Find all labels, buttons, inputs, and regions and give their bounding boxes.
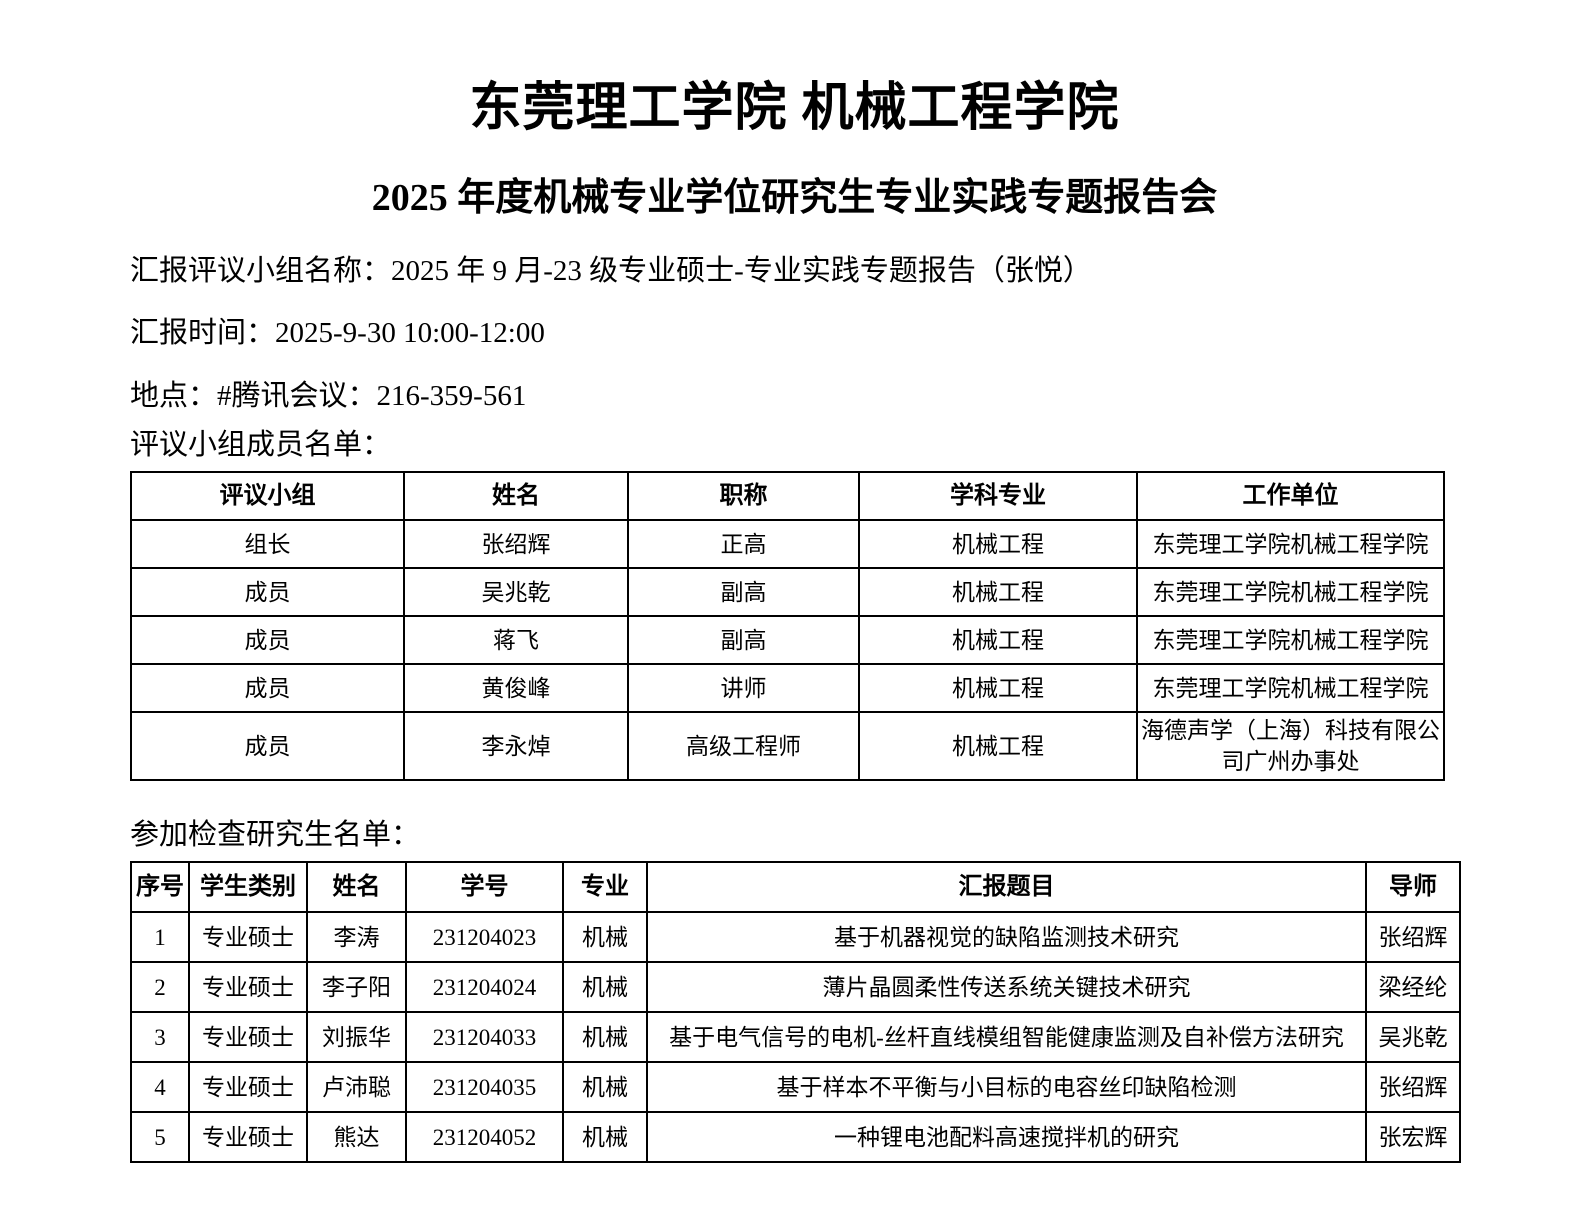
table-cell: 231204052 [405,1111,564,1164]
table-cell: 张绍辉 [403,519,629,570]
report-group-name-line: 汇报评议小组名称：2025 年 9 月-23 级专业硕士-专业实践专题报告（张悦… [130,255,1092,288]
column-header: 学生类别 [188,861,308,914]
table-cell: 2 [130,961,190,1014]
table-cell: 机械 [562,911,648,964]
table-cell: 基于电气信号的电机-丝杆直线模组智能健康监测及自补偿方法研究 [646,1011,1367,1064]
table-cell: 吴兆乾 [1365,1011,1461,1064]
column-header: 职称 [627,471,860,522]
table-cell: 熊达 [306,1111,407,1164]
column-header: 评议小组 [130,471,405,522]
column-header: 学科专业 [858,471,1138,522]
students-table: 序号 学生类别 姓名 学号 专业 汇报题目 导师 1 专业硕士 李涛 231204023 机械 基于机器… [130,861,1461,1164]
table-cell: 基于机器视觉的缺陷监测技术研究 [646,911,1367,964]
table-cell: 1 [130,911,190,964]
table-cell: 卢沛聪 [306,1061,407,1114]
table-cell: 副高 [627,567,860,618]
header-row: 评议小组 姓名 职称 学科专业 工作单位 [130,471,1445,522]
table-cell: 蒋飞 [403,615,629,666]
table-cell: 正高 [627,519,860,570]
table-cell: 高级工程师 [627,711,860,782]
table-cell: 张绍辉 [1365,1061,1461,1114]
table-cell: 机械工程 [858,711,1138,782]
table-row: 4 专业硕士 卢沛聪 231204035 机械 基于样本不平衡与小目标的电容丝印缺陷检测张… [130,1061,1461,1114]
table-cell: 张宏辉 [1365,1111,1461,1164]
report-time-line: 汇报时间：2025-9-30 10:00-12:00 [130,317,545,350]
table-row: 1 专业硕士 李涛 231204023 机械 基于机器视觉的缺陷监测技术研究 张绍辉 [130,911,1461,964]
table-cell: 机械 [562,1061,648,1114]
table-cell: 基于样本不平衡与小目标的电容丝印缺陷检测 [646,1061,1367,1114]
table-cell: 副高 [627,615,860,666]
table-cell: 李涛 [306,911,407,964]
column-header: 姓名 [403,471,629,522]
table-cell: 一种锂电池配料高速搅拌机的研究 [646,1111,1367,1164]
table-row: 成员 吴兆乾 副高 机械工程 东莞理工学院机械工程学院 [130,567,1445,618]
column-header: 导师 [1365,861,1461,914]
table-cell: 海德声学（上海）科技有限公司广州办事处 [1136,711,1445,782]
students-section-label: 参加检查研究生名单： [130,819,421,852]
committee-section-label: 评议小组成员名单： [130,428,392,461]
table-cell: 吴兆乾 [403,567,629,618]
committee-table: 评议小组 姓名 职称 学科专业 工作单位 组长 张绍辉 正高 机械工程 东莞理工学院机械工程学院成… [130,471,1445,782]
table-cell: 4 [130,1061,190,1114]
location-line: 地点：#腾讯会议：216-359-561 [130,379,527,412]
table-cell: 刘振华 [306,1011,407,1064]
table-cell: 成员 [130,711,405,782]
table-cell: 231204024 [405,961,564,1014]
table-cell: 成员 [130,615,405,666]
table-row: 组长 张绍辉 正高 机械工程 东莞理工学院机械工程学院 [130,519,1445,570]
table-cell: 机械工程 [858,567,1138,618]
table-cell: 机械工程 [858,519,1138,570]
table-row: 5 专业硕士 熊达 231204052 机械 一种锂电池配料高速搅拌机的研究 张宏辉 [130,1111,1461,1164]
table-cell: 专业硕士 [188,1061,308,1114]
table-cell: 讲师 [627,663,860,714]
column-header: 工作单位 [1136,471,1445,522]
table-cell: 机械 [562,1011,648,1064]
table-cell: 231204033 [405,1011,564,1064]
table-cell: 张绍辉 [1365,911,1461,964]
table-cell: 231204023 [405,911,564,964]
table-cell: 薄片晶圆柔性传送系统关键技术研究 [646,961,1367,1014]
table-row: 成员 李永焯 高级工程师 机械工程 海德声学（上海）科技有限公司广州办事处 [130,711,1445,782]
document-title: 东莞理工学院 机械工程学院 [469,80,1120,137]
column-header: 汇报题目 [646,861,1367,914]
table-cell: 东莞理工学院机械工程学院 [1136,519,1445,570]
table-cell: 组长 [130,519,405,570]
table-row: 成员 黄俊峰 讲师 机械工程 东莞理工学院机械工程学院 [130,663,1445,714]
table-row: 3 专业硕士 刘振华 231204033 机械 基于电气信号的电机-丝杆直线模组智能健康监… [130,1011,1461,1064]
table-cell: 机械 [562,961,648,1014]
table-row: 2 专业硕士 李子阳 231204024 机械 薄片晶圆柔性传送系统关键技术研究 梁经纶 [130,961,1461,1014]
table-cell: 5 [130,1111,190,1164]
table-cell: 东莞理工学院机械工程学院 [1136,615,1445,666]
column-header: 姓名 [306,861,407,914]
table-cell: 黄俊峰 [403,663,629,714]
table-cell: 东莞理工学院机械工程学院 [1136,567,1445,618]
table-cell: 专业硕士 [188,961,308,1014]
table-cell: 成员 [130,567,405,618]
document-subtitle: 2025 年度机械专业学位研究生专业实践专题报告会 [371,177,1218,220]
table-cell: 李子阳 [306,961,407,1014]
table-cell: 李永焯 [403,711,629,782]
table-cell: 专业硕士 [188,911,308,964]
table-cell: 专业硕士 [188,1011,308,1064]
header-row: 序号 学生类别 姓名 学号 专业 汇报题目 导师 [130,861,1461,914]
table-cell: 成员 [130,663,405,714]
table-cell: 机械 [562,1111,648,1164]
column-header: 专业 [562,861,648,914]
table-cell: 机械工程 [858,615,1138,666]
column-header: 序号 [130,861,190,914]
table-cell: 东莞理工学院机械工程学院 [1136,663,1445,714]
table-cell: 梁经纶 [1365,961,1461,1014]
table-cell: 机械工程 [858,663,1138,714]
column-header: 学号 [405,861,564,914]
table-cell: 3 [130,1011,190,1064]
table-cell: 专业硕士 [188,1111,308,1164]
table-cell: 231204035 [405,1061,564,1114]
table-row: 成员 蒋飞 副高 机械工程 东莞理工学院机械工程学院 [130,615,1445,666]
